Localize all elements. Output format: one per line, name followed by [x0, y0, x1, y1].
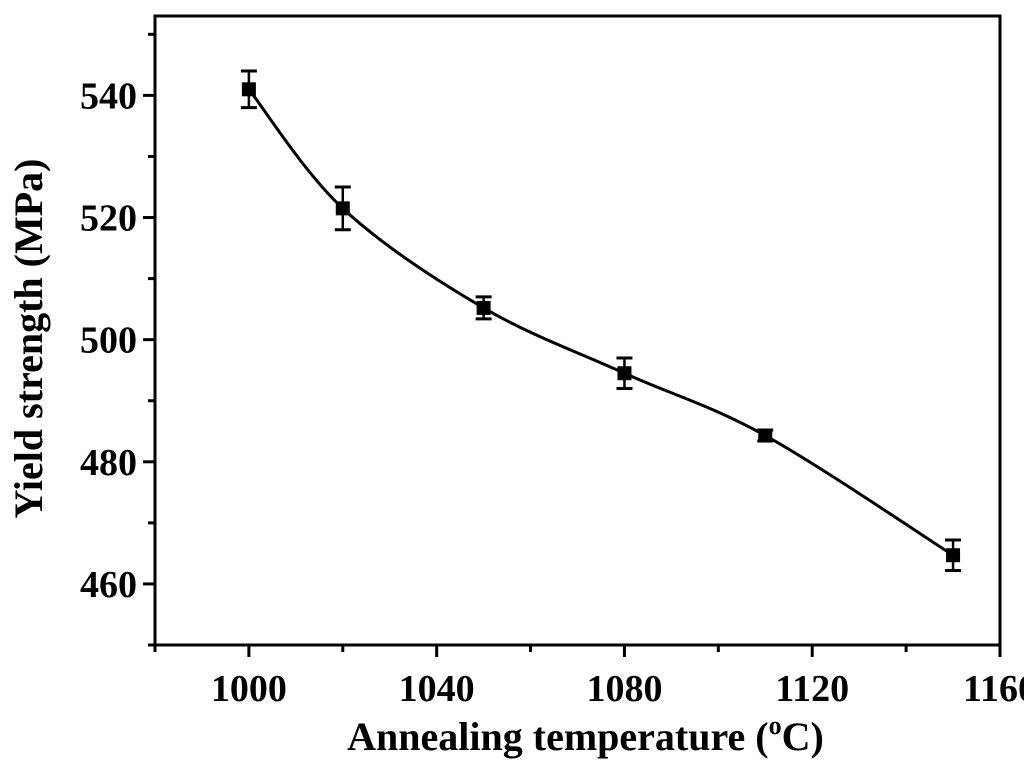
- x-axis-title-main: Annealing temperature (: [347, 714, 768, 759]
- y-tick-label: 480: [80, 442, 137, 484]
- plot-frame: [153, 14, 1002, 647]
- data-point-marker: [617, 366, 632, 381]
- x-tick-label: 1000: [211, 668, 287, 710]
- data-point-marker: [946, 548, 961, 563]
- data-point-marker: [476, 300, 491, 315]
- x-axis-title-superscript: o: [769, 711, 782, 740]
- x-tick-label: 1040: [399, 668, 475, 710]
- y-tick-label: 520: [80, 198, 137, 240]
- y-tick-label: 500: [80, 320, 137, 362]
- x-tick-label: 1080: [586, 668, 662, 710]
- data-point-marker: [758, 428, 773, 443]
- series-line: [247, 88, 954, 557]
- y-tick-label: 460: [80, 564, 137, 606]
- y-axis-title: Yield strength (MPa): [6, 159, 51, 519]
- data-point-marker: [241, 82, 256, 97]
- y-tick-label: 540: [80, 75, 137, 117]
- data-point-marker: [335, 201, 350, 216]
- x-axis-title-suffix: C): [782, 714, 824, 759]
- x-axis-title: Annealing temperature (oC): [347, 711, 824, 759]
- x-tick-label: 1160: [963, 668, 1024, 710]
- x-tick-label: 1120: [775, 668, 849, 710]
